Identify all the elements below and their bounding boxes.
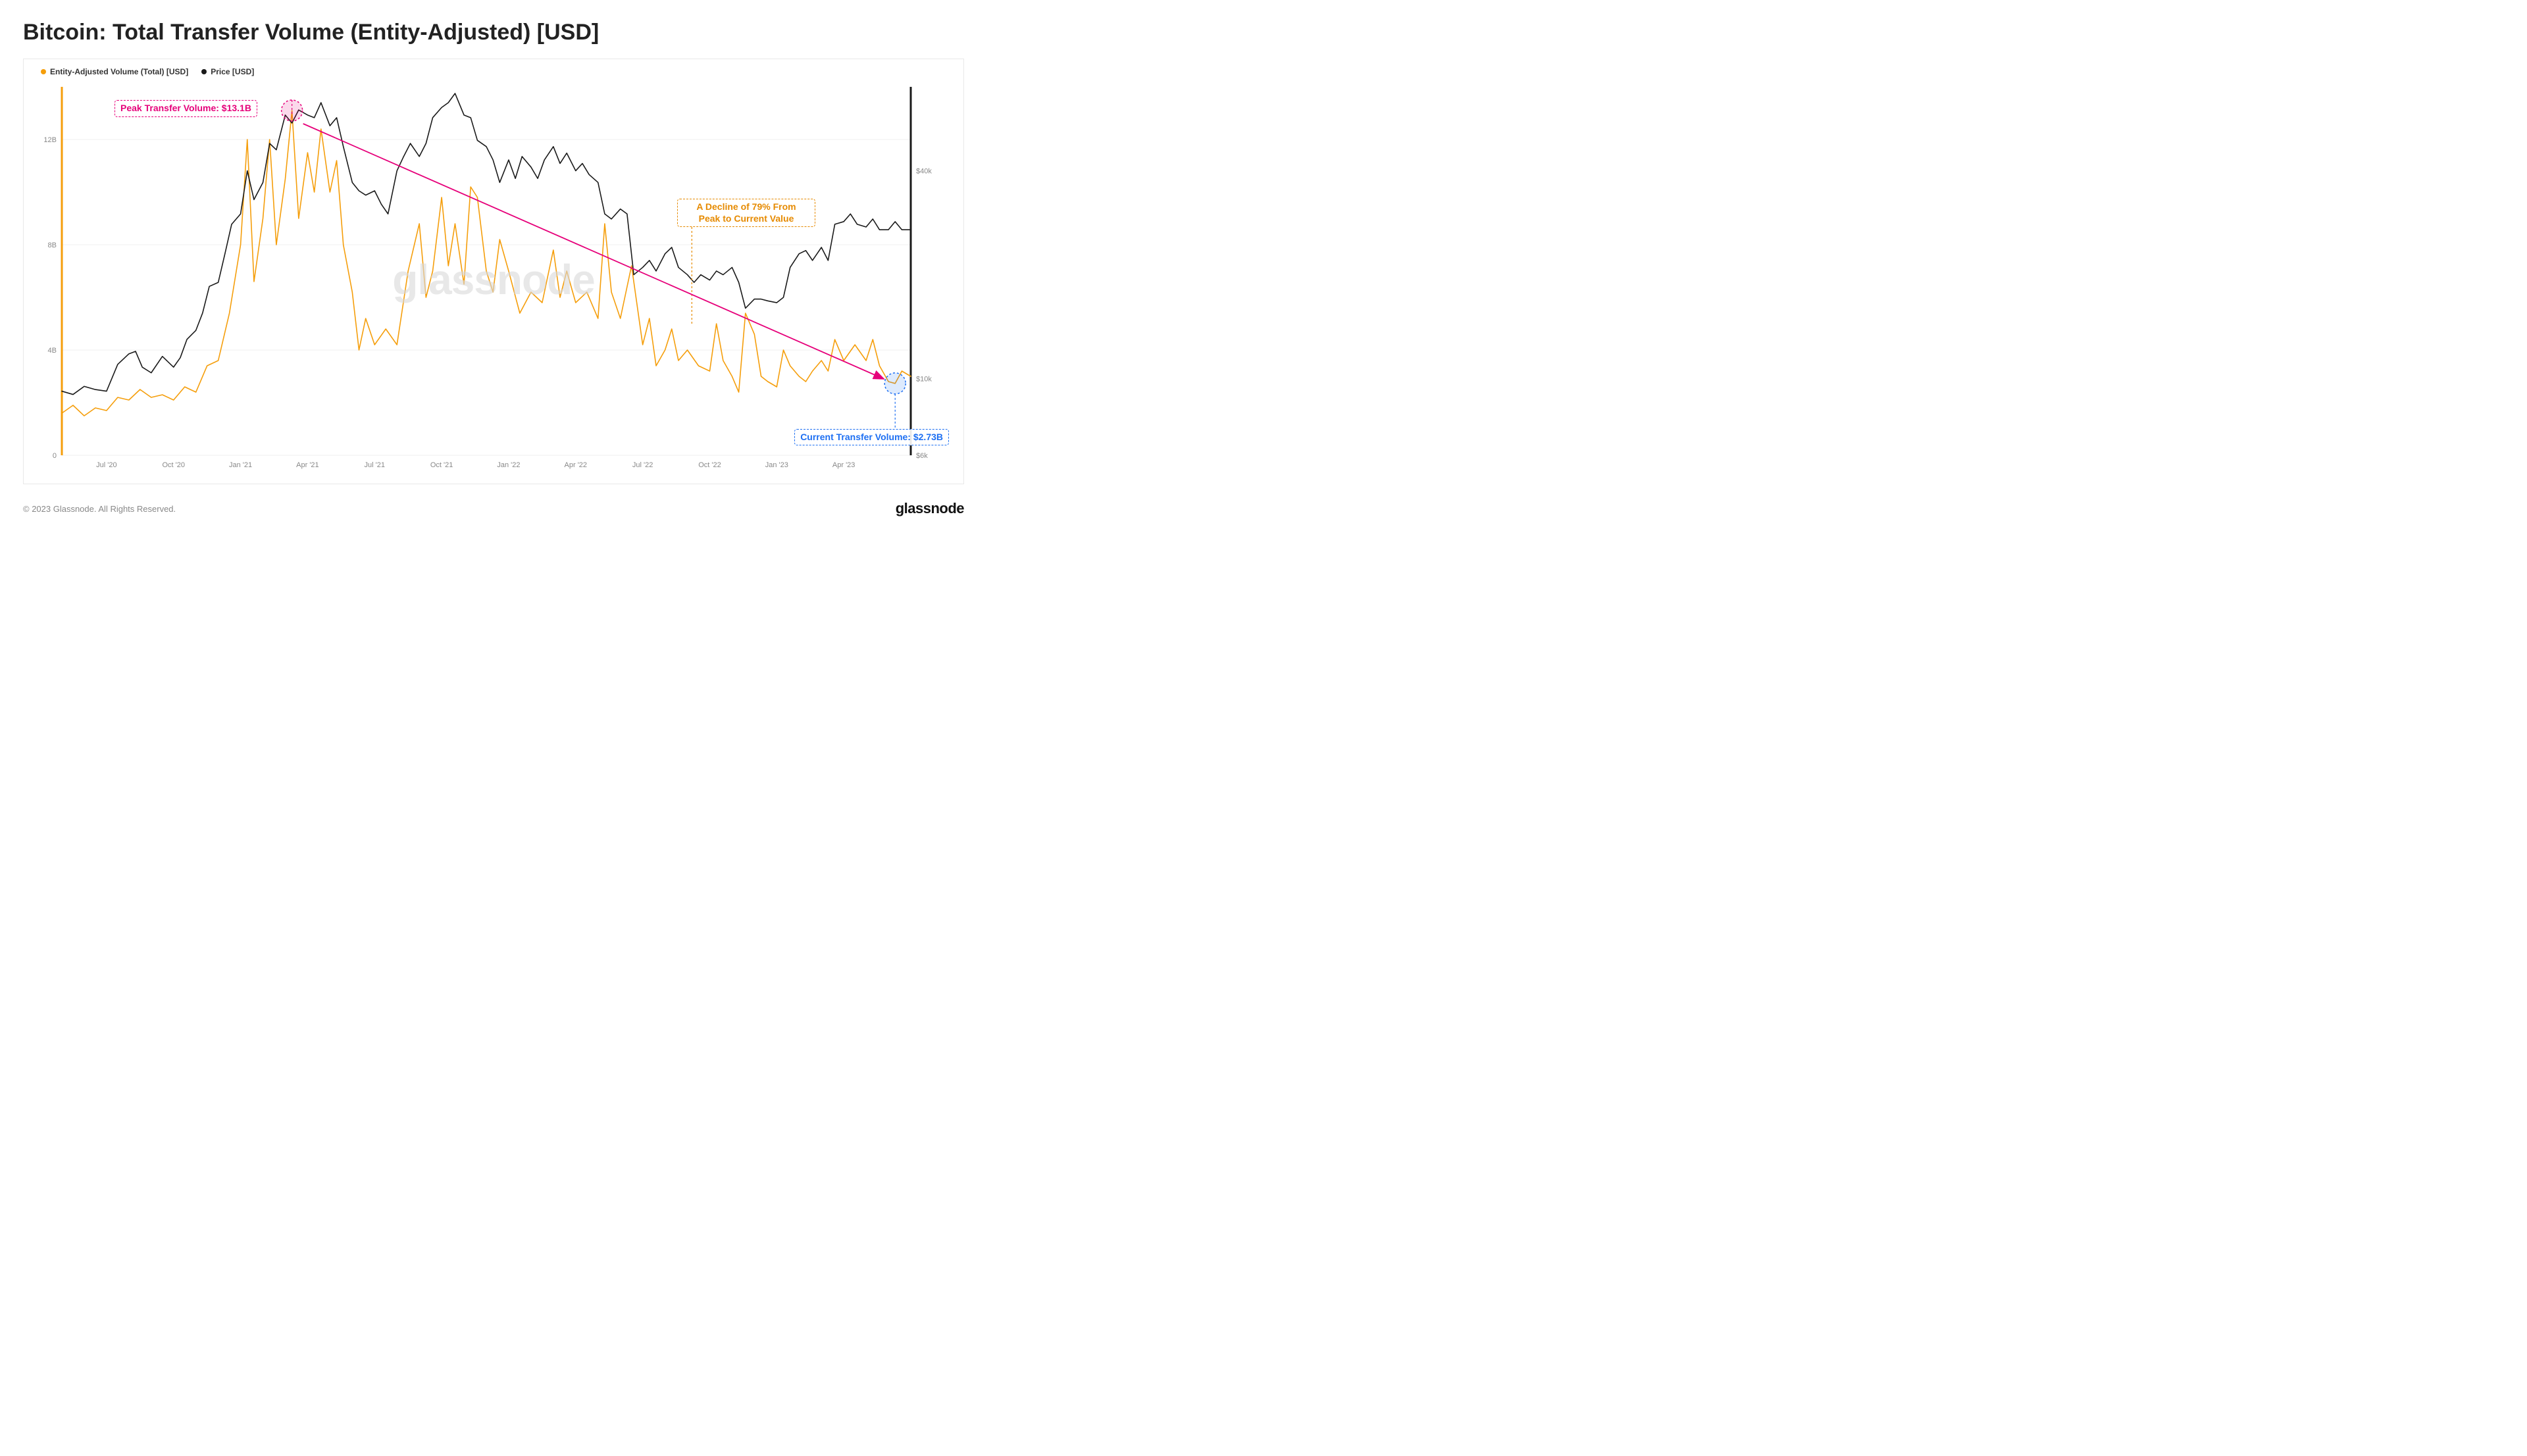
chart-plot-wrap: glassnode Jul '20Oct '20Jan '21Apr '21Ju… [29,80,958,478]
svg-text:Apr '22: Apr '22 [565,461,588,469]
svg-text:0: 0 [53,452,57,460]
legend-item-price: Price [USD] [201,67,254,76]
svg-text:Jul '22: Jul '22 [632,461,653,469]
svg-text:4B: 4B [48,347,57,355]
legend-label-volume: Entity-Adjusted Volume (Total) [USD] [50,67,188,76]
copyright: © 2023 Glassnode. All Rights Reserved. [23,504,176,514]
page-title: Bitcoin: Total Transfer Volume (Entity-A… [23,20,964,45]
legend: Entity-Adjusted Volume (Total) [USD] Pri… [29,67,958,80]
svg-text:Oct '21: Oct '21 [430,461,453,469]
svg-text:Jan '23: Jan '23 [765,461,788,469]
svg-text:$6k: $6k [916,452,928,460]
footer: © 2023 Glassnode. All Rights Reserved. g… [23,500,964,517]
chart-container: Entity-Adjusted Volume (Total) [USD] Pri… [23,59,964,484]
svg-text:$40k: $40k [916,168,932,176]
svg-text:Oct '22: Oct '22 [698,461,721,469]
svg-text:Jul '20: Jul '20 [96,461,116,469]
svg-text:8B: 8B [48,241,57,249]
annotation-peak: Peak Transfer Volume: $13.1B [115,100,257,117]
svg-text:$10k: $10k [916,376,932,384]
svg-text:Jul '21: Jul '21 [365,461,385,469]
svg-text:Apr '23: Apr '23 [832,461,855,469]
brand-logo: glassnode [896,500,964,517]
legend-item-volume: Entity-Adjusted Volume (Total) [USD] [41,67,188,76]
legend-dot-price [201,69,207,74]
legend-label-price: Price [USD] [211,67,254,76]
svg-text:12B: 12B [43,136,57,144]
svg-text:Jan '21: Jan '21 [229,461,252,469]
annotation-decline: A Decline of 79% FromPeak to Current Val… [677,199,815,227]
svg-text:Jan '22: Jan '22 [497,461,520,469]
legend-dot-volume [41,69,46,74]
annotation-current: Current Transfer Volume: $2.73B [794,429,949,446]
chart-svg: Jul '20 Oct '20 Jan '21 Apr '21 Jul '21 Oct '… [29,80,950,475]
svg-text:Oct '20: Oct '20 [162,461,185,469]
svg-text:Apr '21: Apr '21 [296,461,319,469]
